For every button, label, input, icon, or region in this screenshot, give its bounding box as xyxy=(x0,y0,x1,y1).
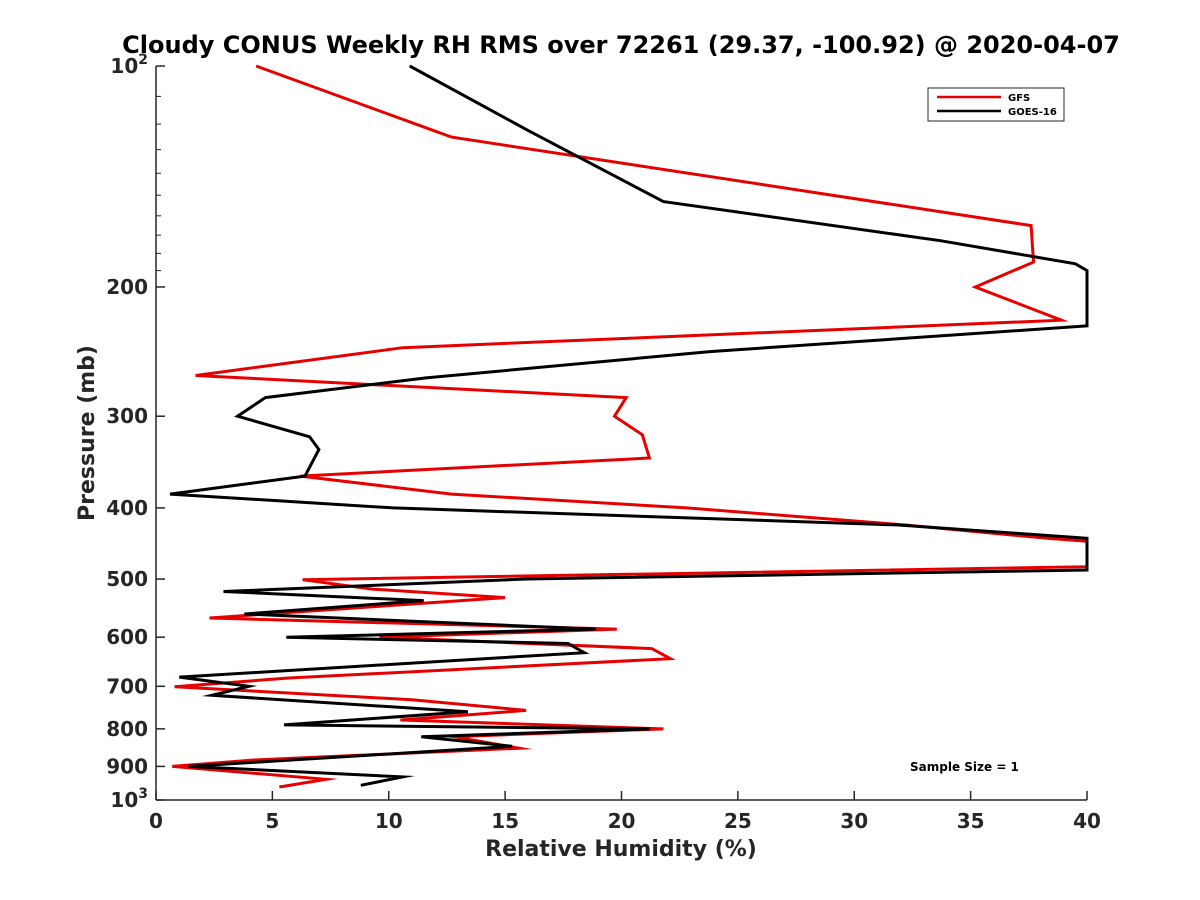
y-tick-label: 103 xyxy=(110,786,148,812)
y-tick-label: 300 xyxy=(106,404,148,428)
x-tick-label: 30 xyxy=(840,809,868,833)
plot-area: 0 5 10 15 20 25 30 35 40 102 200 300 400 500 600 700 800… xyxy=(106,52,1101,833)
legend-box xyxy=(927,87,1065,122)
x-tick-label: 35 xyxy=(957,809,985,833)
y-tick-label: 900 xyxy=(106,754,148,778)
legend: GFS GOES-16 xyxy=(927,87,1065,122)
x-axis-label: Relative Humidity (%) xyxy=(485,837,757,862)
y-tick-label: 500 xyxy=(106,567,148,591)
x-tick-label: 10 xyxy=(375,809,403,833)
x-tick-label: 25 xyxy=(724,809,752,833)
y-tick-label: 200 xyxy=(106,275,148,299)
x-tick-label: 0 xyxy=(149,809,163,833)
legend-label-gfs: GFS xyxy=(1008,93,1030,104)
y-tick-label: 800 xyxy=(106,717,148,741)
x-tick-label: 5 xyxy=(265,809,279,833)
y-tick-label: 400 xyxy=(106,496,148,520)
x-tick-label: 20 xyxy=(608,809,636,833)
series-line-goes16 xyxy=(169,64,1089,787)
chart-title: Cloudy CONUS Weekly RH RMS over 72261 (2… xyxy=(122,31,1120,59)
y-tick-label: 102 xyxy=(110,52,148,78)
y-tick-label: 700 xyxy=(106,674,148,698)
axes-layer: 0 5 10 15 20 25 30 35 40 102 200 300 400 500 600 700 800… xyxy=(106,52,1101,833)
x-tick-label: 15 xyxy=(491,809,519,833)
series-layer xyxy=(169,64,1089,789)
sample-size-annotation: Sample Size = 1 xyxy=(910,760,1019,774)
legend-label-goes16: GOES-16 xyxy=(1008,107,1057,118)
y-axis-label: Pressure (mb) xyxy=(75,345,100,521)
x-tick-label: 40 xyxy=(1073,809,1101,833)
series-line-gfs xyxy=(172,64,1089,789)
y-tick-label: 600 xyxy=(106,625,148,649)
